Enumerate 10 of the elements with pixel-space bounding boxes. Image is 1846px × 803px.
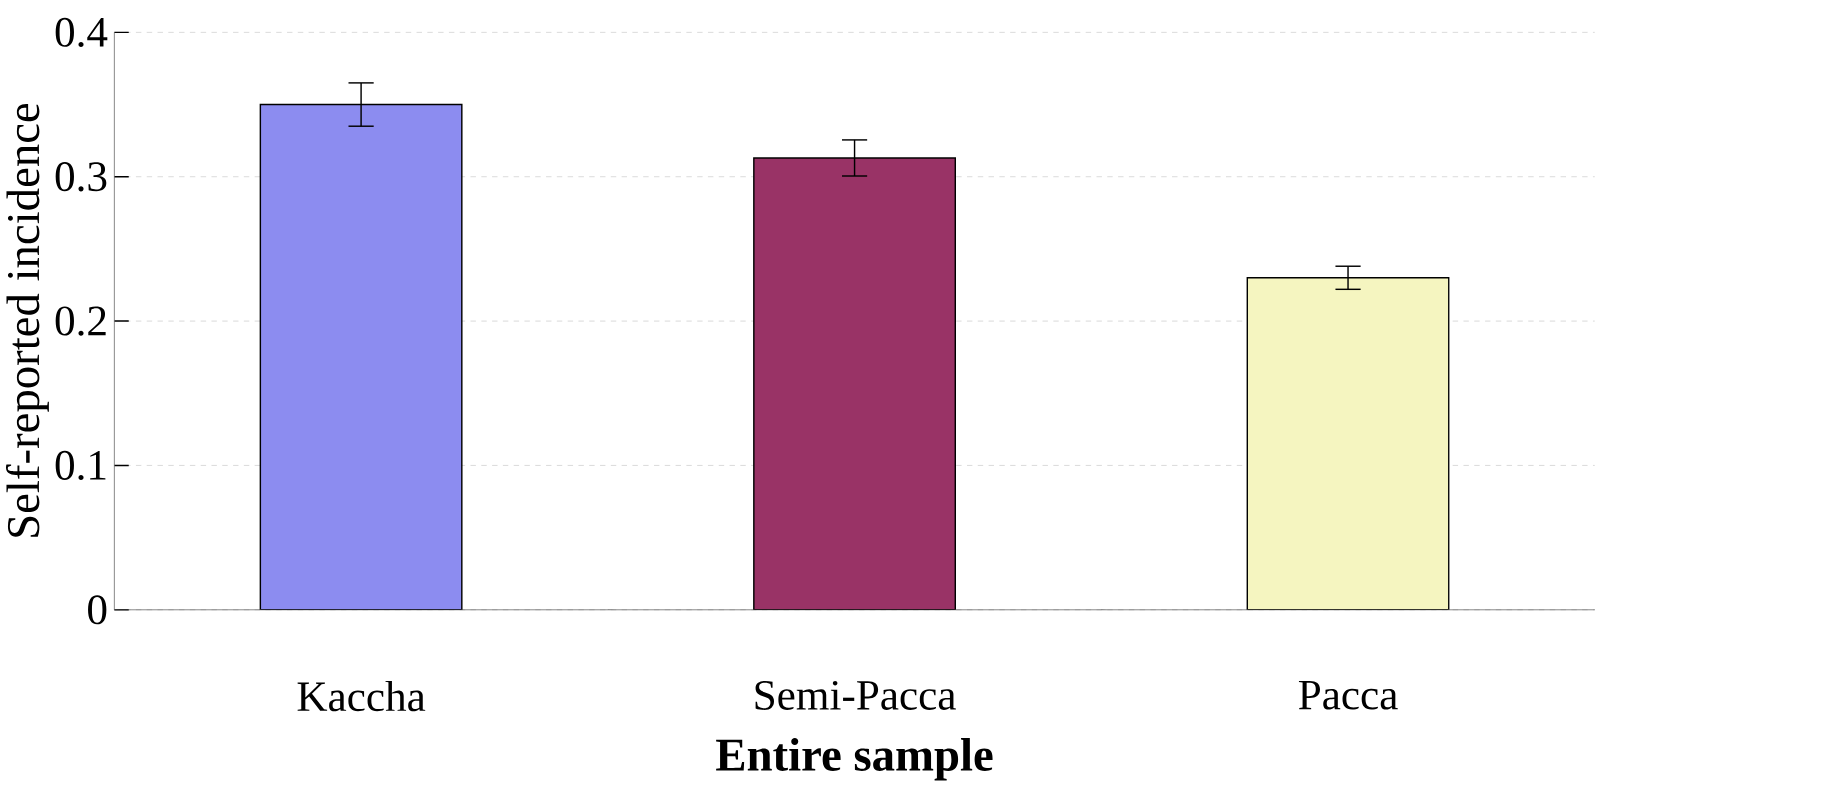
x-tick-label: Pacca <box>1298 680 1398 710</box>
y-axis-title: Self-reported incidence <box>6 103 49 537</box>
y-tick-label: 0.4 <box>55 17 108 47</box>
y-tick-label: 0 <box>88 595 107 625</box>
x-tick-label: Semi-Pacca <box>755 680 956 710</box>
y-tick-label: 0.3 <box>55 161 107 192</box>
x-tick-label: Kaccha <box>297 680 426 712</box>
y-tick-label: 0.2 <box>55 306 106 336</box>
y-tick-label: 0.1 <box>55 450 106 481</box>
x-axis-title: Entire sample <box>716 737 993 781</box>
